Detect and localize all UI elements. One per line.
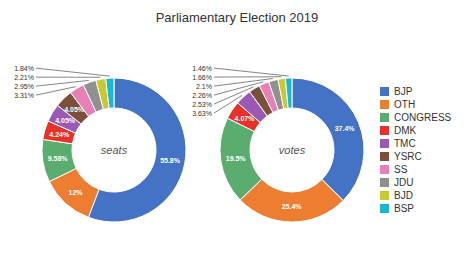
svg-text:4.24%: 4.24% <box>49 131 70 138</box>
html-text:OTH: OTH <box>394 99 416 110</box>
html-text:BSP: BSP <box>394 203 414 214</box>
svg-text:1.66%: 1.66% <box>192 74 212 81</box>
svg-text:1.84%: 1.84% <box>14 65 34 72</box>
svg-text:2.53%: 2.53% <box>192 101 212 108</box>
svg-text:55.8%: 55.8% <box>160 157 181 164</box>
html-text:JDU: JDU <box>394 177 414 188</box>
svg-text:2.1%: 2.1% <box>196 83 212 90</box>
html-text:SS: SS <box>394 164 408 175</box>
svg-text:25.4%: 25.4% <box>282 203 303 210</box>
svg-text:2.26%: 2.26% <box>192 92 212 99</box>
svg-text:19.5%: 19.5% <box>226 155 247 162</box>
svg-text:37.4%: 37.4% <box>335 125 356 132</box>
svg-text:4.05%: 4.05% <box>64 106 85 113</box>
svg-text:9.58%: 9.58% <box>48 155 69 162</box>
html-text:BJP: BJP <box>394 86 413 97</box>
svg-text:2.21%: 2.21% <box>14 74 34 81</box>
svg-text:2.95%: 2.95% <box>14 83 34 90</box>
svg-text:1.46%: 1.46% <box>192 65 212 72</box>
svg-text:3.63%: 3.63% <box>192 110 212 117</box>
html-text:DMK: DMK <box>394 125 417 136</box>
html-text:TMC: TMC <box>394 138 416 149</box>
html-text:BJD: BJD <box>394 190 413 201</box>
html-text:votes: votes <box>278 144 306 156</box>
html-text:seats: seats <box>100 144 128 156</box>
html-text:YSRC: YSRC <box>394 151 422 162</box>
html-text:CONGRESS: CONGRESS <box>394 112 452 123</box>
svg-text:4.07%: 4.07% <box>235 115 256 122</box>
svg-text:12%: 12% <box>69 189 84 196</box>
svg-text:3.31%: 3.31% <box>14 92 34 99</box>
html-text:Parliamentary Election 2019: Parliamentary Election 2019 <box>155 10 319 25</box>
svg-text:4.05%: 4.05% <box>55 117 76 124</box>
